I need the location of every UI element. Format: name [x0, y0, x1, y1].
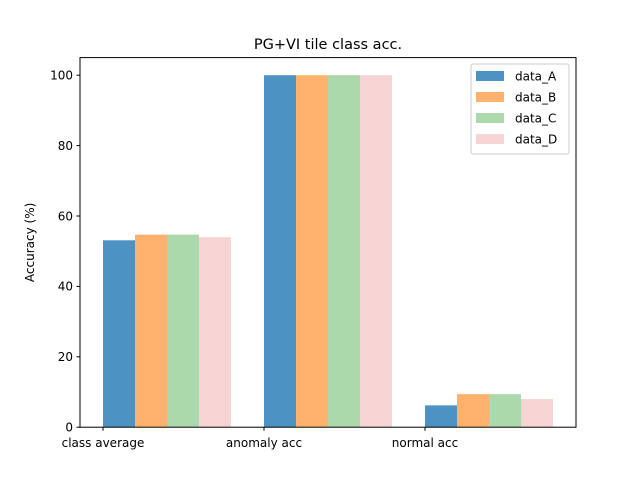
- legend-swatch-data_B: [476, 92, 504, 102]
- bar-data_B-1: [296, 75, 328, 428]
- y-tick-label: 20: [58, 350, 73, 364]
- bar-data_A-2: [425, 405, 457, 428]
- bar-data_D-2: [521, 399, 553, 428]
- legend-label-data_A: data_A: [515, 69, 557, 83]
- axes-frame: [79, 57, 577, 428]
- legend-swatch-data_D: [476, 134, 504, 144]
- x-tick-label: normal acc: [392, 436, 458, 450]
- x-tick-label: anomaly acc: [226, 436, 302, 450]
- legend-label-data_D: data_D: [515, 132, 557, 146]
- y-tick-label: 40: [58, 280, 73, 294]
- x-tick-label: class average: [62, 436, 145, 450]
- y-tick-label: 100: [50, 69, 73, 83]
- legend: data_A data_B data_C data_D: [470, 63, 570, 155]
- y-axis: 0 20 40 60 80 100: [50, 69, 80, 435]
- y-tick-label: 0: [65, 421, 73, 435]
- bar-data_C-1: [328, 75, 360, 428]
- bar-data_B-2: [457, 394, 489, 428]
- legend-swatch-data_C: [476, 113, 504, 123]
- bar-data_C-2: [489, 394, 521, 428]
- bar-data_D-0: [199, 237, 231, 428]
- bar-data_A-0: [103, 240, 135, 428]
- bars-group: [103, 75, 553, 428]
- bar-data_A-1: [264, 75, 296, 428]
- bar-data_C-0: [167, 234, 199, 428]
- legend-box: [470, 63, 570, 155]
- bar-data_B-0: [135, 234, 167, 428]
- legend-label-data_B: data_B: [515, 90, 556, 104]
- y-tick-label: 60: [58, 209, 73, 223]
- bar-data_D-1: [360, 75, 392, 428]
- x-axis: class average anomaly acc normal acc: [62, 427, 458, 450]
- chart-title: PG+VI tile class acc.: [254, 37, 402, 53]
- y-axis-label: Accuracy (%): [23, 203, 37, 282]
- legend-label-data_C: data_C: [515, 111, 556, 125]
- legend-swatch-data_A: [476, 71, 504, 81]
- y-tick-label: 80: [58, 139, 73, 153]
